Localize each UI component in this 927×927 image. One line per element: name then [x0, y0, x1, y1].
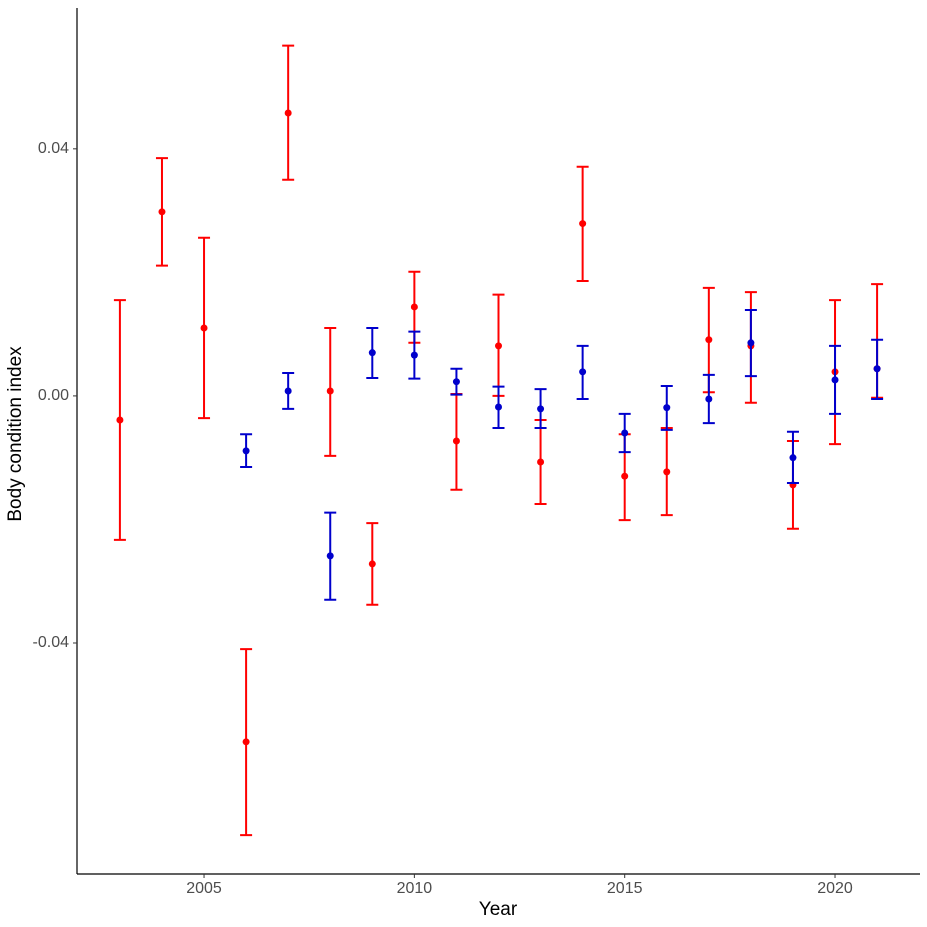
point [579, 220, 587, 228]
point [116, 416, 124, 424]
point [495, 403, 502, 411]
point [200, 324, 208, 332]
point [789, 454, 797, 462]
x-axis-title: Year [479, 899, 518, 920]
point [284, 109, 292, 117]
y-tick-label: 0.00 [38, 387, 69, 404]
point [705, 395, 713, 403]
point [663, 468, 671, 476]
point [747, 339, 755, 347]
point [495, 342, 502, 350]
point [621, 429, 629, 437]
point [368, 560, 376, 568]
point [452, 437, 460, 445]
point [579, 368, 587, 376]
point [242, 447, 250, 455]
point [284, 387, 292, 395]
point [410, 351, 418, 359]
x-tick-label: 2010 [397, 880, 433, 897]
point [873, 365, 881, 373]
point [368, 349, 376, 357]
point [326, 387, 334, 395]
x-tick-label: 2015 [607, 880, 643, 897]
y-axis-title: Body condition index [5, 346, 26, 522]
point [705, 336, 713, 344]
point [158, 208, 166, 216]
point [242, 738, 250, 746]
point [410, 303, 418, 311]
point [621, 472, 629, 480]
point [326, 552, 334, 560]
point [537, 458, 545, 466]
y-tick-label: 0.04 [38, 140, 69, 157]
x-tick-label: 2020 [817, 880, 853, 897]
y-tick-label: -0.04 [33, 634, 70, 651]
point [831, 376, 839, 384]
point [663, 404, 671, 412]
point [452, 378, 460, 386]
point [537, 405, 545, 413]
x-tick-label: 2005 [186, 880, 222, 897]
